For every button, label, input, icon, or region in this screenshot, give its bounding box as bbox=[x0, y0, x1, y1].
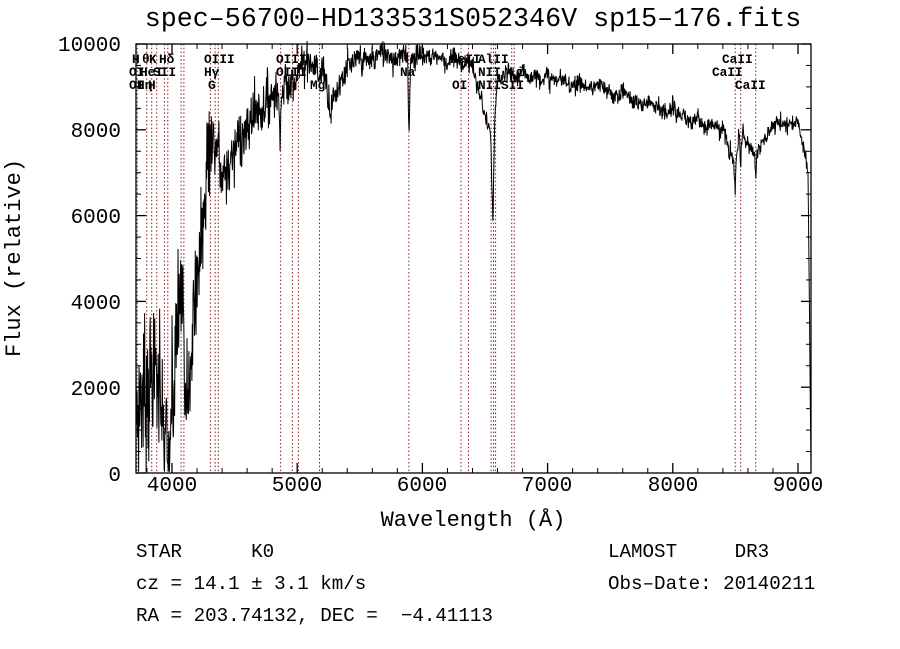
svg-text:Obs–Date: 20140211: Obs–Date: 20140211 bbox=[608, 573, 815, 595]
svg-text:RA = 203.74132, DEC = −4.4111: RA = 203.74132, DEC = −4.41113 bbox=[136, 605, 493, 627]
svg-text:2000: 2000 bbox=[71, 379, 121, 402]
svg-text:9000: 9000 bbox=[773, 475, 823, 498]
svg-text:OI: OI bbox=[452, 78, 467, 93]
svg-text:8000: 8000 bbox=[71, 121, 121, 144]
svg-text:Wavelength (Å): Wavelength (Å) bbox=[381, 507, 566, 533]
svg-text:LAMOST DR3: LAMOST DR3 bbox=[608, 541, 769, 563]
svg-text:Mg: Mg bbox=[310, 78, 325, 93]
svg-text:5000: 5000 bbox=[272, 475, 322, 498]
svg-text:G: G bbox=[208, 78, 216, 93]
svg-text:OIII: OIII bbox=[276, 65, 307, 80]
svg-text:4000: 4000 bbox=[147, 475, 197, 498]
svg-text:cz = 14.1 ± 3.1 km/s: cz = 14.1 ± 3.1 km/s bbox=[136, 573, 366, 595]
svg-text:10000: 10000 bbox=[58, 35, 121, 58]
svg-text:Flux (relative): Flux (relative) bbox=[2, 159, 27, 357]
svg-text:8000: 8000 bbox=[648, 475, 698, 498]
svg-text:6000: 6000 bbox=[71, 207, 121, 230]
svg-text:Na: Na bbox=[400, 65, 416, 80]
svg-text:0: 0 bbox=[108, 465, 121, 488]
svg-text:H: H bbox=[148, 78, 156, 93]
svg-text:NIISII: NIISII bbox=[478, 78, 524, 93]
svg-text:CaII: CaII bbox=[735, 78, 766, 93]
svg-text:7000: 7000 bbox=[522, 475, 572, 498]
svg-text:spec–56700–HD133531S052346V sp: spec–56700–HD133531S052346V sp15–176.fit… bbox=[145, 5, 802, 35]
svg-text:6000: 6000 bbox=[397, 475, 447, 498]
svg-text:4000: 4000 bbox=[71, 293, 121, 316]
svg-text:FeII: FeII bbox=[450, 52, 481, 67]
svg-text:SII: SII bbox=[153, 65, 176, 80]
svg-text:STAR K0: STAR K0 bbox=[136, 541, 274, 563]
